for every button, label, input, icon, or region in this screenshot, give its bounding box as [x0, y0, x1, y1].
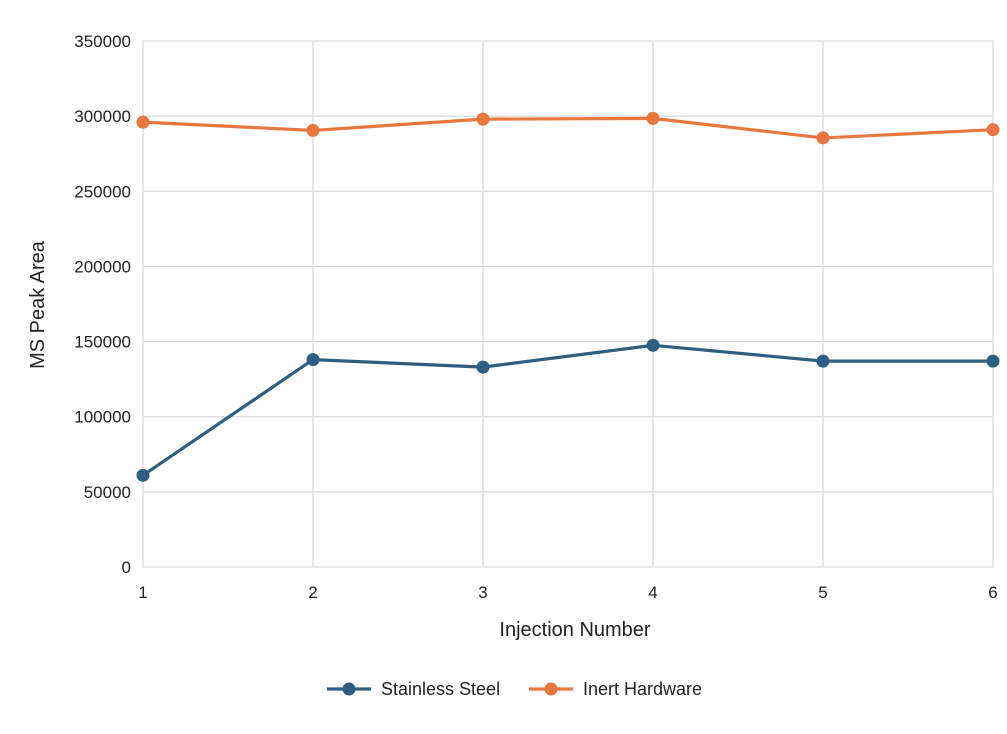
data-point [306, 353, 320, 367]
y-tick-label: 300000 [74, 107, 131, 126]
data-point [816, 354, 830, 368]
data-point [306, 123, 320, 137]
legend-label: Stainless Steel [381, 679, 500, 699]
x-tick-label: 1 [138, 583, 147, 602]
data-point [136, 468, 150, 482]
data-point [476, 112, 490, 126]
y-tick-label: 150000 [74, 333, 131, 352]
legend-entry: Stainless Steel [327, 679, 500, 699]
y-axis-title: MS Peak Area [27, 240, 49, 369]
series-group [136, 111, 1000, 482]
y-tick-label: 50000 [84, 483, 131, 502]
series-line [141, 343, 995, 477]
y-tick-label: 250000 [74, 182, 131, 201]
x-tick-label: 2 [308, 583, 317, 602]
gridlines [142, 40, 994, 568]
series-1 [136, 338, 1000, 482]
data-point [136, 115, 150, 129]
legend-marker [544, 682, 558, 696]
data-point [646, 338, 660, 352]
y-tick-label: 100000 [74, 408, 131, 427]
legend-entry: Inert Hardware [529, 679, 702, 699]
y-tick-label: 200000 [74, 257, 131, 276]
series-line [141, 116, 995, 140]
data-point [646, 111, 660, 125]
y-tick-label: 350000 [74, 32, 131, 51]
x-tick-label: 3 [478, 583, 487, 602]
data-point [816, 131, 830, 145]
y-tick-label: 0 [122, 558, 131, 577]
x-tick-label: 6 [988, 583, 997, 602]
data-point [986, 354, 1000, 368]
series-2 [136, 111, 1000, 145]
data-point [986, 123, 1000, 137]
x-tick-label: 5 [818, 583, 827, 602]
x-tick-label: 4 [648, 583, 657, 602]
data-point [476, 360, 490, 374]
legend-label: Inert Hardware [583, 679, 702, 699]
x-axis-title: Injection Number [499, 619, 651, 641]
legend: Stainless Steel Inert Hardware [327, 679, 702, 699]
legend-marker [342, 682, 356, 696]
axes: 0 50000 100000 150000 200000 250000 300000 3500… [74, 32, 997, 602]
